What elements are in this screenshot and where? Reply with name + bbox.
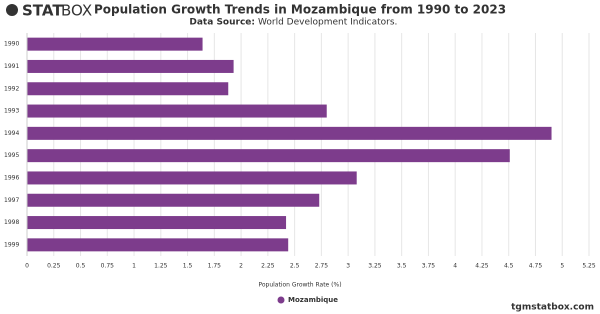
bar bbox=[27, 59, 234, 73]
x-tick-label: 2.25 bbox=[261, 263, 275, 270]
x-tick-label: 3.25 bbox=[368, 263, 382, 270]
bar bbox=[27, 149, 510, 163]
y-tick-label: 1996 bbox=[4, 174, 19, 181]
x-tick-label: 3.5 bbox=[397, 263, 407, 270]
x-tick-label: 2.75 bbox=[315, 263, 329, 270]
bar bbox=[27, 238, 289, 252]
y-tick-label: 1992 bbox=[4, 85, 19, 92]
x-tick-label: 3 bbox=[346, 263, 350, 270]
x-tick-label: 1.25 bbox=[154, 263, 168, 270]
legend-swatch bbox=[277, 296, 285, 304]
x-tick-label: 0.75 bbox=[101, 263, 115, 270]
logo-light: BOX bbox=[61, 2, 92, 20]
x-tick-label: 4.75 bbox=[529, 263, 543, 270]
logo: STAT BOX bbox=[6, 2, 92, 20]
bar bbox=[27, 104, 327, 118]
x-tick-label: 3.75 bbox=[422, 263, 436, 270]
y-tick-label: 1997 bbox=[4, 197, 19, 204]
logo-icon bbox=[6, 4, 18, 16]
bar bbox=[27, 193, 320, 207]
bar bbox=[27, 82, 229, 96]
x-tick-label: 5.25 bbox=[582, 263, 596, 270]
y-tick-label: 1998 bbox=[4, 219, 19, 226]
x-tick-label: 4.5 bbox=[504, 263, 514, 270]
y-tick-label: 1994 bbox=[4, 130, 19, 137]
x-tick-label: 0 bbox=[25, 263, 29, 270]
bar bbox=[27, 171, 357, 185]
legend-label: Mozambique bbox=[288, 296, 338, 304]
bar bbox=[27, 216, 287, 230]
x-tick-label: 1.75 bbox=[208, 263, 222, 270]
x-tick-label: 2.5 bbox=[290, 263, 300, 270]
subtitle: World Development Indicators. bbox=[258, 18, 397, 28]
x-tick-label: 1 bbox=[132, 263, 136, 270]
x-tick-label: 2 bbox=[239, 263, 243, 270]
y-tick-label: 1999 bbox=[4, 241, 19, 248]
x-tick-label: 5 bbox=[560, 263, 564, 270]
x-tick-label: 4 bbox=[453, 263, 457, 270]
subtitle-label: Data Source: bbox=[189, 18, 255, 28]
x-axis-label: Population Growth Rate (%) bbox=[258, 282, 341, 289]
x-tick-label: 0.25 bbox=[47, 263, 61, 270]
x-tick-label: 4.25 bbox=[475, 263, 489, 270]
y-tick-label: 1995 bbox=[4, 152, 19, 159]
y-tick-label: 1990 bbox=[4, 41, 19, 48]
y-tick-label: 1991 bbox=[4, 63, 19, 70]
chart-title: Population Growth Trends in Mozambique f… bbox=[94, 3, 506, 17]
x-tick-label: 0.5 bbox=[76, 263, 86, 270]
logo-bold: STAT bbox=[22, 2, 63, 20]
bar bbox=[27, 126, 552, 140]
y-tick-label: 1993 bbox=[4, 108, 19, 115]
x-tick-label: 1.5 bbox=[183, 263, 193, 270]
footer: tgmstatbox.com bbox=[511, 303, 594, 313]
bar bbox=[27, 37, 203, 51]
